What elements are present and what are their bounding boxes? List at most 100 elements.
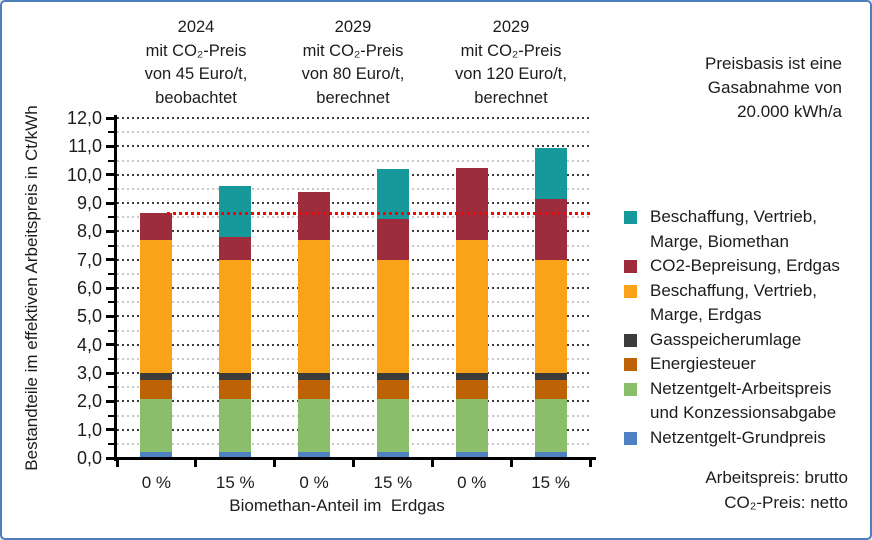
group-header-2029-80: 2029 mit CO₂-Preis von 80 Euro/t, berech… xyxy=(268,16,438,110)
header-line: beobachtet xyxy=(155,88,237,107)
y-major-tick-3 xyxy=(106,371,114,375)
legend-entry-3: Beschaffung, Vertrieb, Marge, Erdgas xyxy=(624,279,864,328)
bar-2-segment-beschaffung-vertrieb-marge-erdgas xyxy=(219,260,251,373)
header-line: 2024 xyxy=(177,18,215,36)
y-tick-label-12: 12,0 xyxy=(66,108,102,128)
bar-3-segment-gasspeicherumlage xyxy=(298,373,330,380)
legend-entry-6: Netzentgelt-Arbeitspreis und Konzessionsa… xyxy=(624,377,864,426)
y-tick-label-9: 9,0 xyxy=(76,193,102,213)
bar-4-segment-beschaffung-vertrieb-marge-erdgas xyxy=(377,260,409,373)
bar-3-segment-netzentgelt-grundpreis xyxy=(298,452,330,458)
legend-swatch-icon xyxy=(624,431,637,445)
note-price-basis: Preisbasis ist eine Gasabnahme von 20.00… xyxy=(642,52,842,124)
gridline-11.5 xyxy=(117,131,590,134)
header-line: 2029 xyxy=(492,18,530,36)
bar-1-segment-co2-bepreisung-erdgas xyxy=(140,213,172,240)
y-major-tick-10 xyxy=(106,173,114,177)
gridline-3.5 xyxy=(117,357,590,360)
gridline-11 xyxy=(117,145,590,148)
bar-6-segment-energiesteuer xyxy=(535,380,567,399)
header-line: berechnet xyxy=(474,88,548,107)
legend-entry-2: CO2-Bepreisung, Erdgas xyxy=(624,254,864,279)
bar-6-segment-beschaffung-vertrieb-marge-biomethan xyxy=(535,148,567,199)
y-minor-tick-6.5 xyxy=(108,272,114,275)
gridline-7 xyxy=(117,258,590,261)
bar-6-segment-netzentgelt-grundpreis xyxy=(535,452,567,458)
y-major-tick-7 xyxy=(106,258,114,262)
legend-swatch-icon xyxy=(624,333,637,347)
x-tick-label-5: 0 % xyxy=(457,473,487,492)
header-line: von 120 Euro/t, xyxy=(455,65,567,83)
note-line: Arbeitspreis: brutto xyxy=(705,468,848,487)
x-tick-label-6: 15 % xyxy=(531,473,570,492)
bar-6-segment-gasspeicherumlage xyxy=(535,373,567,380)
y-minor-tick-1.5 xyxy=(108,414,114,417)
x-tick-label-3: 0 % xyxy=(299,473,329,492)
gridline-3 xyxy=(117,372,590,374)
bar-5-segment-beschaffung-vertrieb-marge-erdgas xyxy=(456,240,488,373)
bar-5-segment-netzentgelt-grundpreis xyxy=(456,452,488,458)
bar-2-segment-netzentgelt-arbeitspreis-und-konzessionsabgabe xyxy=(219,399,251,452)
y-minor-tick-2.5 xyxy=(108,386,114,389)
bar-4-segment-energiesteuer xyxy=(377,380,409,399)
x-tick-6 xyxy=(588,460,592,467)
gridline-7.5 xyxy=(117,244,590,247)
legend-swatch-icon xyxy=(624,382,637,396)
bar-1-segment-netzentgelt-arbeitspreis-und-konzessionsabgabe xyxy=(140,399,172,452)
y-tick-label-7: 7,0 xyxy=(76,249,102,270)
note-line: Gasabnahme von xyxy=(707,78,842,97)
gridline-2.5 xyxy=(117,386,590,389)
x-tick-0 xyxy=(115,460,119,467)
header-line: mit CO₂-Preis xyxy=(460,41,562,60)
legend-label: Energiesteuer xyxy=(650,354,756,373)
note-line: 20.000 kWh/a xyxy=(737,102,842,121)
legend-swatch-icon xyxy=(624,260,637,273)
y-minor-tick-0.5 xyxy=(108,442,114,445)
y-tick-label-5: 5,0 xyxy=(76,306,102,327)
gridline-5 xyxy=(117,315,590,318)
y-tick-label-4: 4,0 xyxy=(76,334,102,355)
header-line: mit CO₂-Preis xyxy=(302,41,404,60)
bar-4-segment-beschaffung-vertrieb-marge-biomethan xyxy=(377,169,409,219)
y-minor-tick-5.5 xyxy=(108,301,114,304)
bar-2-segment-beschaffung-vertrieb-marge-biomethan xyxy=(219,186,251,237)
gridline-12 xyxy=(117,117,590,119)
gridline-2 xyxy=(117,400,590,403)
x-axis-title: Biomethan-Anteil im Erdgas xyxy=(229,496,445,515)
bar-3-segment-netzentgelt-arbeitspreis-und-konzessionsabgabe xyxy=(298,399,330,452)
y-minor-tick-9.5 xyxy=(108,187,114,190)
gridline-6.5 xyxy=(117,272,590,275)
y-minor-tick-8.5 xyxy=(108,216,114,219)
group-header-2024-45: 2024 mit CO₂-Preis von 45 Euro/t, beobac… xyxy=(111,16,281,110)
header-line: mit CO₂-Preis xyxy=(145,41,247,60)
y-major-tick-12 xyxy=(106,116,114,120)
bar-6-segment-netzentgelt-arbeitspreis-und-konzessionsabgabe xyxy=(535,399,567,452)
gridline-9 xyxy=(117,202,590,204)
bar-5-segment-co2-bepreisung-erdgas xyxy=(456,168,488,240)
y-major-tick-4 xyxy=(106,343,114,347)
x-axis-line xyxy=(112,457,596,460)
legend-label: Beschaffung, Vertrieb, xyxy=(650,207,817,226)
legend-label: Marge, Erdgas xyxy=(650,305,762,324)
x-tick-label-4: 15 % xyxy=(373,473,413,492)
y-minor-tick-10.5 xyxy=(108,159,114,162)
legend-swatch-icon xyxy=(624,358,637,371)
bar-1-segment-energiesteuer xyxy=(140,380,172,399)
gridline-8.5 xyxy=(117,216,590,219)
legend-entry-4: Gasspeicherumlage xyxy=(624,328,864,353)
header-line: von 80 Euro/t, xyxy=(301,65,405,83)
gridline-6 xyxy=(117,287,590,289)
legend-swatch-icon xyxy=(624,284,637,298)
gridline-10 xyxy=(117,173,590,176)
bar-1-segment-gasspeicherumlage xyxy=(140,373,172,380)
bar-2-segment-gasspeicherumlage xyxy=(219,373,251,380)
y-axis-line xyxy=(114,115,117,461)
bar-3-segment-co2-bepreisung-erdgas xyxy=(298,192,330,240)
bar-6-segment-beschaffung-vertrieb-marge-erdgas xyxy=(535,260,567,373)
gridline-9.5 xyxy=(117,187,590,190)
y-tick-label-0: 0,0 xyxy=(76,448,102,468)
x-tick-1 xyxy=(194,460,198,467)
y-major-tick-8 xyxy=(106,229,114,233)
legend-entry-5: Energiesteuer xyxy=(624,352,864,377)
